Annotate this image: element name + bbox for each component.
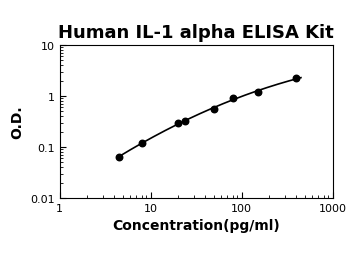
Point	[139, 141, 145, 145]
Point	[211, 108, 217, 112]
Point	[294, 77, 299, 81]
X-axis label: Concentration(pg/ml): Concentration(pg/ml)	[112, 218, 280, 232]
Point	[175, 121, 181, 125]
Point	[255, 90, 260, 94]
Point	[230, 97, 236, 101]
Point	[182, 120, 188, 124]
Y-axis label: O.D.: O.D.	[10, 105, 25, 139]
Point	[116, 155, 122, 160]
Title: Human IL-1 alpha ELISA Kit: Human IL-1 alpha ELISA Kit	[58, 23, 334, 41]
